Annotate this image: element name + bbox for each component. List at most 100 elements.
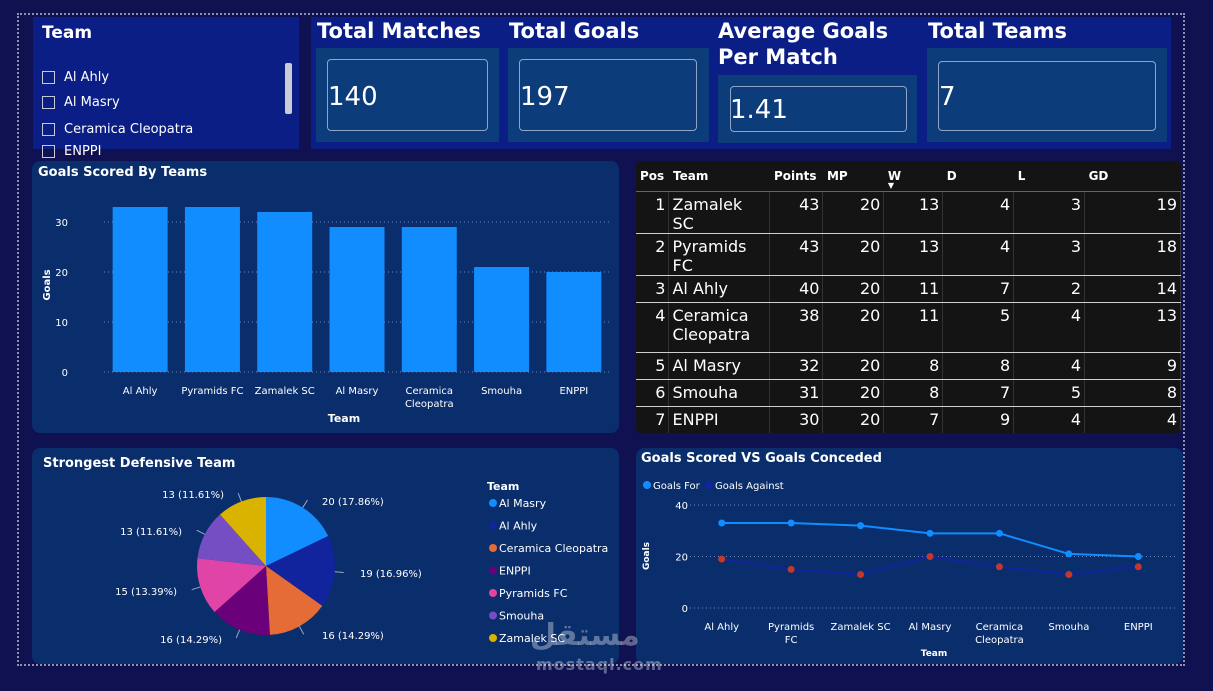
cell-pos: 1	[636, 191, 670, 234]
bar-x-tick-label: Pyramids FC	[181, 386, 243, 397]
line-x-tick-label: Al Masry	[909, 622, 952, 633]
kpi-value-total-matches: 140	[328, 82, 378, 112]
dashboard-frame	[17, 13, 1185, 666]
column-header-mp[interactable]: MP	[822, 161, 884, 192]
table-row[interactable]: 1 Zamalek SC 43 20 13 4 3 19	[636, 191, 1181, 234]
pie-legend-title: Team	[487, 480, 519, 493]
slicer-scrollbar[interactable]	[285, 63, 292, 114]
pie-leader-line	[334, 571, 344, 574]
column-header-d[interactable]: D	[942, 161, 1014, 192]
table-row[interactable]: 4 Ceramica Cleopatra 38 20 11 5 4 13	[636, 302, 1181, 353]
cell-points: 40	[769, 275, 824, 303]
team-slicer: Team Al Ahly Al Masry Ceramica Cleopatra…	[33, 17, 299, 158]
cell-team: Smouha	[668, 379, 771, 407]
slicer-item-al-ahly[interactable]: Al Ahly	[42, 67, 109, 87]
legend-marker	[489, 499, 497, 507]
pie-slice	[266, 566, 323, 635]
cell-l: 4	[1013, 302, 1086, 353]
pie-leader-line	[196, 529, 205, 535]
sort-descending-icon: ▼	[887, 181, 895, 190]
cell-points: 32	[769, 352, 824, 380]
cell-l: 4	[1013, 406, 1086, 433]
table-row[interactable]: 2 Pyramids FC 43 20 13 4 3 18	[636, 233, 1181, 276]
pie-slice	[266, 497, 329, 566]
pie-data-label: 16 (14.29%)	[160, 635, 222, 646]
cell-mp: 20	[822, 406, 885, 433]
cell-w: 11	[883, 302, 944, 353]
pie-legend-label: Pyramids FC	[499, 587, 568, 600]
standings-table: Pos Team Points MP W ▼ D L GD 1 Zamalek S…	[636, 161, 1181, 433]
kpi-value-total-goals: 197	[520, 82, 570, 112]
column-header-team[interactable]: Team	[668, 161, 770, 192]
cell-l: 5	[1013, 379, 1086, 407]
pie-legend-label: Smouha	[499, 610, 544, 623]
cell-l: 4	[1013, 352, 1086, 380]
line-x-tick-label: Pyramids	[768, 622, 814, 633]
cell-gd: 4	[1084, 406, 1181, 433]
checkbox-icon[interactable]	[42, 144, 55, 158]
watermark-arabic: مستقل	[530, 618, 640, 653]
cell-d: 4	[942, 191, 1015, 234]
cell-pos: 6	[636, 379, 670, 407]
cell-mp: 20	[822, 191, 885, 234]
bar-y-tick-label: 20	[55, 268, 68, 279]
cell-w: 11	[883, 275, 944, 303]
legend-marker	[489, 611, 497, 620]
slicer-item-ceramica[interactable]: Ceramica Cleopatra	[42, 119, 193, 139]
bar	[546, 272, 602, 372]
defensive-chart-panel: Strongest Defensive Team 20 (17.86%) 19 (…	[32, 448, 619, 664]
slicer-item-al-masry[interactable]: Al Masry	[42, 92, 120, 112]
legend-marker	[705, 481, 713, 489]
series-point	[787, 519, 795, 527]
cell-w: 13	[883, 191, 944, 234]
line-x-axis-label: Team	[921, 649, 948, 659]
cell-pos: 7	[636, 406, 670, 433]
cell-gd: 14	[1084, 275, 1181, 303]
kpi-title-total-goals: Total Goals	[509, 19, 640, 43]
cell-w: 7	[883, 406, 944, 433]
legend-marker	[489, 544, 497, 552]
pie-legend-label: Al Masry	[499, 497, 547, 510]
pie-data-label: 13 (11.61%)	[162, 490, 224, 501]
cell-mp: 20	[822, 379, 885, 407]
pie-leader-line	[237, 492, 242, 502]
cell-d: 7	[942, 275, 1015, 303]
column-header-gd[interactable]: GD	[1084, 161, 1181, 192]
bar-y-tick-label: 30	[55, 218, 68, 229]
kpi-title-total-teams: Total Teams	[928, 19, 1068, 43]
cell-points: 38	[769, 302, 824, 353]
kpi-value-total-teams: 7	[939, 82, 956, 112]
bar-x-tick-label: Al Masry	[336, 386, 379, 397]
checkbox-icon[interactable]	[42, 122, 55, 136]
cell-l: 3	[1013, 191, 1086, 234]
column-header-l[interactable]: L	[1013, 161, 1085, 192]
kpi-card-total-matches: 140	[316, 48, 499, 142]
kpi-card-border	[519, 59, 697, 131]
table-row[interactable]: 7 ENPPI 30 20 7 9 4 4	[636, 406, 1181, 433]
kpi-card-average-goals: 1.41	[718, 75, 917, 143]
pie-slice	[214, 566, 270, 635]
cell-l: 2	[1013, 275, 1086, 303]
checkbox-icon[interactable]	[42, 70, 55, 84]
cell-gd: 9	[1084, 352, 1181, 380]
column-header-pos[interactable]: Pos	[636, 161, 669, 192]
kpi-card-border	[938, 61, 1156, 131]
kpi-card-total-goals: 197	[508, 48, 709, 142]
column-header-w[interactable]: W ▼	[883, 161, 943, 192]
checkbox-icon[interactable]	[42, 95, 55, 109]
cell-l: 3	[1013, 233, 1086, 276]
line-x-tick-label: FC	[785, 635, 798, 646]
bar-y-tick-label: 10	[55, 318, 68, 329]
cell-points: 30	[769, 406, 824, 433]
table-row[interactable]: 6 Smouha 31 20 8 7 5 8	[636, 379, 1181, 407]
cell-pos: 2	[636, 233, 670, 276]
column-header-points[interactable]: Points	[769, 161, 823, 192]
slicer-title: Team	[42, 23, 93, 43]
bar-x-tick-label: Zamalek SC	[255, 386, 315, 397]
cell-pos: 3	[636, 275, 670, 303]
cell-mp: 20	[822, 352, 885, 380]
cell-d: 8	[942, 352, 1015, 380]
slicer-item-enppi[interactable]: ENPPI	[42, 144, 101, 158]
table-row[interactable]: 5 Al Masry 32 20 8 8 4 9	[636, 352, 1181, 380]
table-row[interactable]: 3 Al Ahly 40 20 11 7 2 14	[636, 275, 1181, 303]
